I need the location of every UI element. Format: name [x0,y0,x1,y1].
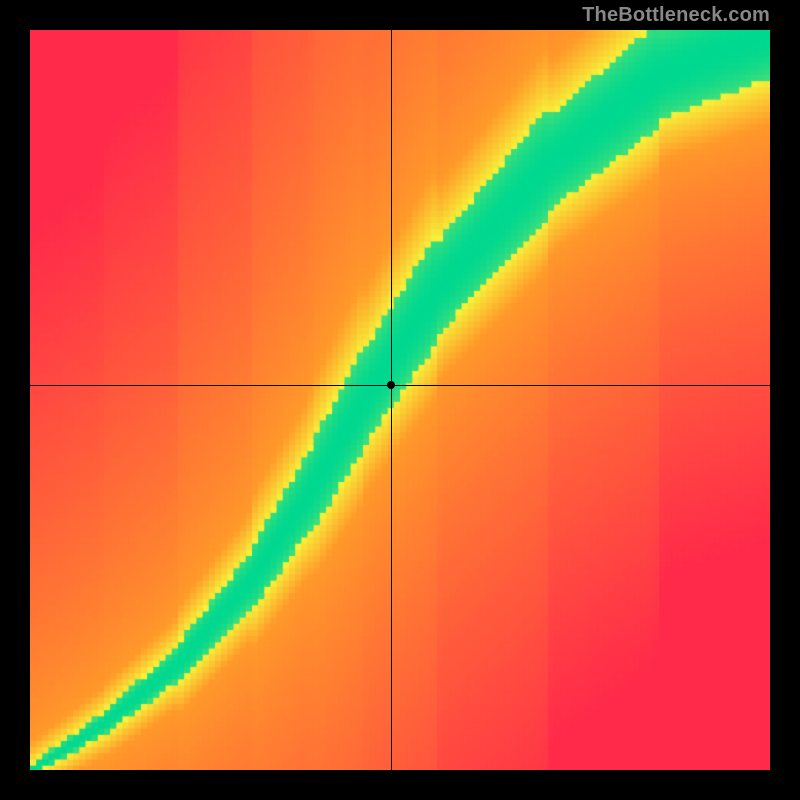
chart-container: TheBottleneck.com [0,0,800,800]
operating-point-marker [387,381,395,389]
crosshair-horizontal [30,385,770,386]
bottleneck-heatmap [30,30,770,770]
watermark-text: TheBottleneck.com [582,4,770,27]
crosshair-vertical [391,30,392,770]
